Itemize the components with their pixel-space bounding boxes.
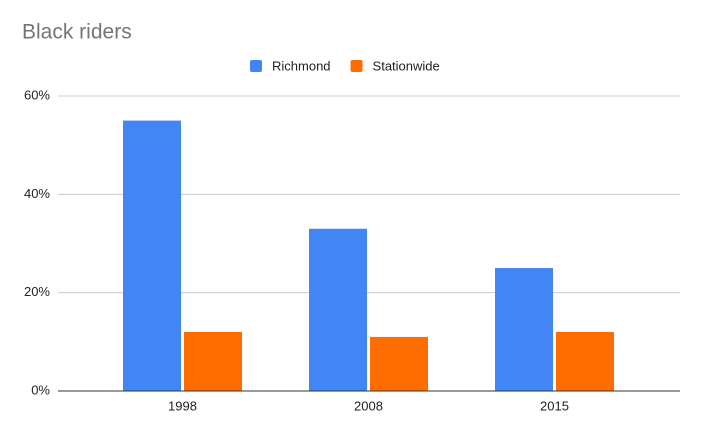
bar bbox=[495, 268, 553, 391]
legend-swatch bbox=[250, 60, 262, 72]
y-tick-label: 60% bbox=[24, 87, 50, 102]
x-tick-label: 2008 bbox=[354, 398, 383, 413]
bar bbox=[309, 228, 367, 391]
legend-label: Richmond bbox=[272, 58, 331, 73]
y-tick-label: 0% bbox=[31, 382, 50, 397]
chart-title: Black riders bbox=[22, 21, 132, 44]
y-tick-label: 40% bbox=[24, 186, 50, 201]
bar bbox=[123, 120, 181, 391]
legend-swatch bbox=[350, 60, 363, 72]
bar bbox=[184, 332, 242, 391]
legend-label: Stationwide bbox=[373, 58, 440, 73]
bar bbox=[370, 336, 428, 391]
y-tick-label: 20% bbox=[24, 284, 50, 299]
x-tick-label: 1998 bbox=[168, 398, 197, 413]
bar bbox=[556, 332, 614, 391]
x-tick-label: 2015 bbox=[540, 398, 569, 413]
